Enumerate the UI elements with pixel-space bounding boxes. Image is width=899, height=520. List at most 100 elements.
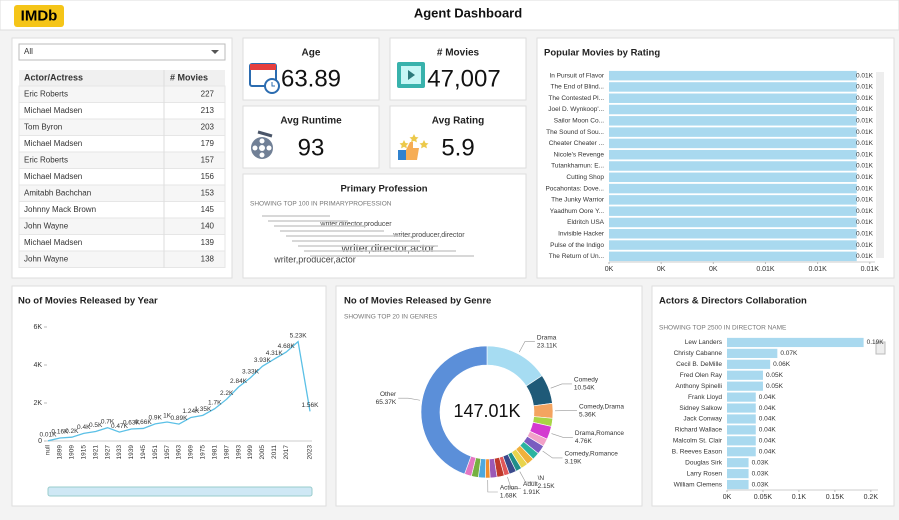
bar: [609, 183, 857, 194]
scrollbar[interactable]: [876, 72, 884, 258]
cell: Michael Madsen: [24, 172, 82, 181]
table-row: [18, 250, 226, 268]
kpi-value: 63.89: [281, 65, 341, 92]
data-label: 0.05K: [766, 383, 784, 390]
scrollbar[interactable]: [47, 486, 313, 497]
cloud-word: writer,producer,director: [392, 232, 465, 239]
cloud-word: writer,producer,actor: [273, 254, 356, 264]
data-label: 0.04K: [759, 416, 777, 423]
filter-value: All: [24, 47, 33, 56]
category-label: Tutankhamun: E...: [551, 163, 604, 170]
category-label: Joel D. Wynkoop'...: [548, 106, 604, 113]
data-label: 0.01K: [856, 230, 874, 237]
bar: [727, 392, 756, 402]
data-label: 0.04K: [759, 448, 777, 455]
data-label: 0.89K: [171, 415, 189, 422]
data-label: 4.68K: [278, 343, 296, 350]
bar: [609, 82, 857, 92]
x-tick-label: 0.05K: [754, 494, 773, 501]
bar: [727, 425, 756, 435]
slice-label: Comedy: [574, 377, 599, 384]
x-tick-label: 0.01K: [808, 266, 827, 273]
bar: [609, 206, 857, 216]
bar: [727, 381, 763, 391]
bar: [727, 403, 756, 413]
panel-title: Primary Profession: [340, 184, 427, 195]
category-label: The Sound of Sou...: [546, 129, 604, 136]
panel-subtitle: SHOWING TOP 20 IN GENRES: [344, 314, 438, 321]
kpi-value: 93: [298, 134, 325, 161]
bar: [609, 161, 857, 171]
word-cloud: writer,director,producerwriter,producer,…: [262, 215, 474, 264]
data-label: 0.01K: [856, 219, 874, 226]
bar: [727, 479, 749, 490]
panel-chart: [651, 285, 895, 507]
data-label: 0.01K: [40, 432, 58, 439]
bar: [727, 337, 864, 348]
data-label: 0.06K: [773, 361, 791, 368]
icon-film: [397, 62, 425, 88]
x-tick-label: 2017: [283, 445, 290, 460]
bar: [727, 469, 749, 479]
bar: [727, 458, 749, 468]
bar: [609, 240, 857, 250]
data-label: 0.03K: [752, 470, 770, 477]
slice-label: Drama: [537, 334, 557, 341]
cell: 213: [201, 106, 215, 115]
data-label: 0.4K: [77, 424, 91, 431]
category-label: Cheater Cheater ...: [549, 140, 604, 147]
y-tick-label: 6K: [33, 324, 42, 331]
leader-line: [518, 341, 535, 353]
slice-label: Drama,Romance: [575, 430, 625, 437]
kpi-value: 47,007: [427, 65, 500, 92]
filter-dropdown[interactable]: [18, 43, 226, 61]
x-tick-label: 0K: [709, 266, 718, 273]
x-tick-label: 0.2K: [864, 494, 879, 501]
panel-subtitle: SHOWING TOP 100 IN PRIMARYPROFESSION: [250, 201, 392, 208]
logo[interactable]: [14, 5, 64, 27]
bar: [727, 359, 771, 369]
x-tick-label: 0.15K: [826, 494, 845, 501]
cell: 140: [201, 222, 215, 231]
data-label: 0.05K: [766, 372, 784, 379]
x-tick-label: 0K: [723, 494, 732, 501]
bar: [609, 217, 857, 228]
icon-reel: [251, 130, 273, 159]
data-label: 0.01K: [856, 197, 874, 204]
cell: 145: [201, 205, 215, 214]
x-tick-label: 1915: [80, 445, 87, 460]
slice-value: 2.15K: [538, 483, 556, 490]
bar: [609, 93, 857, 103]
expand-button[interactable]: [875, 341, 886, 355]
donut-center-value: 147.01K: [453, 401, 520, 421]
category-label: Larry Rosen: [687, 470, 723, 477]
category-label: The End of Blind...: [551, 84, 605, 91]
category-label: B. Reeves Eason: [672, 448, 723, 455]
dropdown-arrow: [211, 50, 219, 54]
category-label: Nicole's Revenge: [554, 151, 605, 158]
data-label: 0.19K: [867, 339, 885, 346]
slice-label: Comedy,Romance: [564, 451, 618, 458]
leader-line: [551, 433, 573, 438]
category-label: The Junky Warrior: [551, 197, 605, 204]
cell: 157: [201, 156, 215, 165]
slice-value: 23.11K: [537, 342, 558, 349]
x-tick-label: 1939: [128, 445, 135, 460]
x-tick-label: 2011: [271, 445, 278, 459]
leader-line: [550, 383, 572, 389]
category-label: Sailor Moon Co...: [554, 118, 604, 125]
logo-text: IMDb: [21, 7, 58, 24]
category-label: The Return of Un...: [549, 253, 604, 260]
category-label: Douglas Sirk: [685, 459, 723, 466]
bar: [609, 195, 857, 205]
bar: [727, 348, 778, 358]
x-tick-label: 2005: [259, 445, 266, 460]
bar: [609, 127, 857, 137]
x-tick-label: 1951: [152, 445, 159, 460]
line: [47, 340, 311, 442]
cell: 227: [201, 90, 215, 99]
data-label: 0.04K: [759, 427, 777, 434]
x-tick-label: 1993: [235, 445, 242, 460]
x-tick-label: 1999: [247, 445, 254, 460]
